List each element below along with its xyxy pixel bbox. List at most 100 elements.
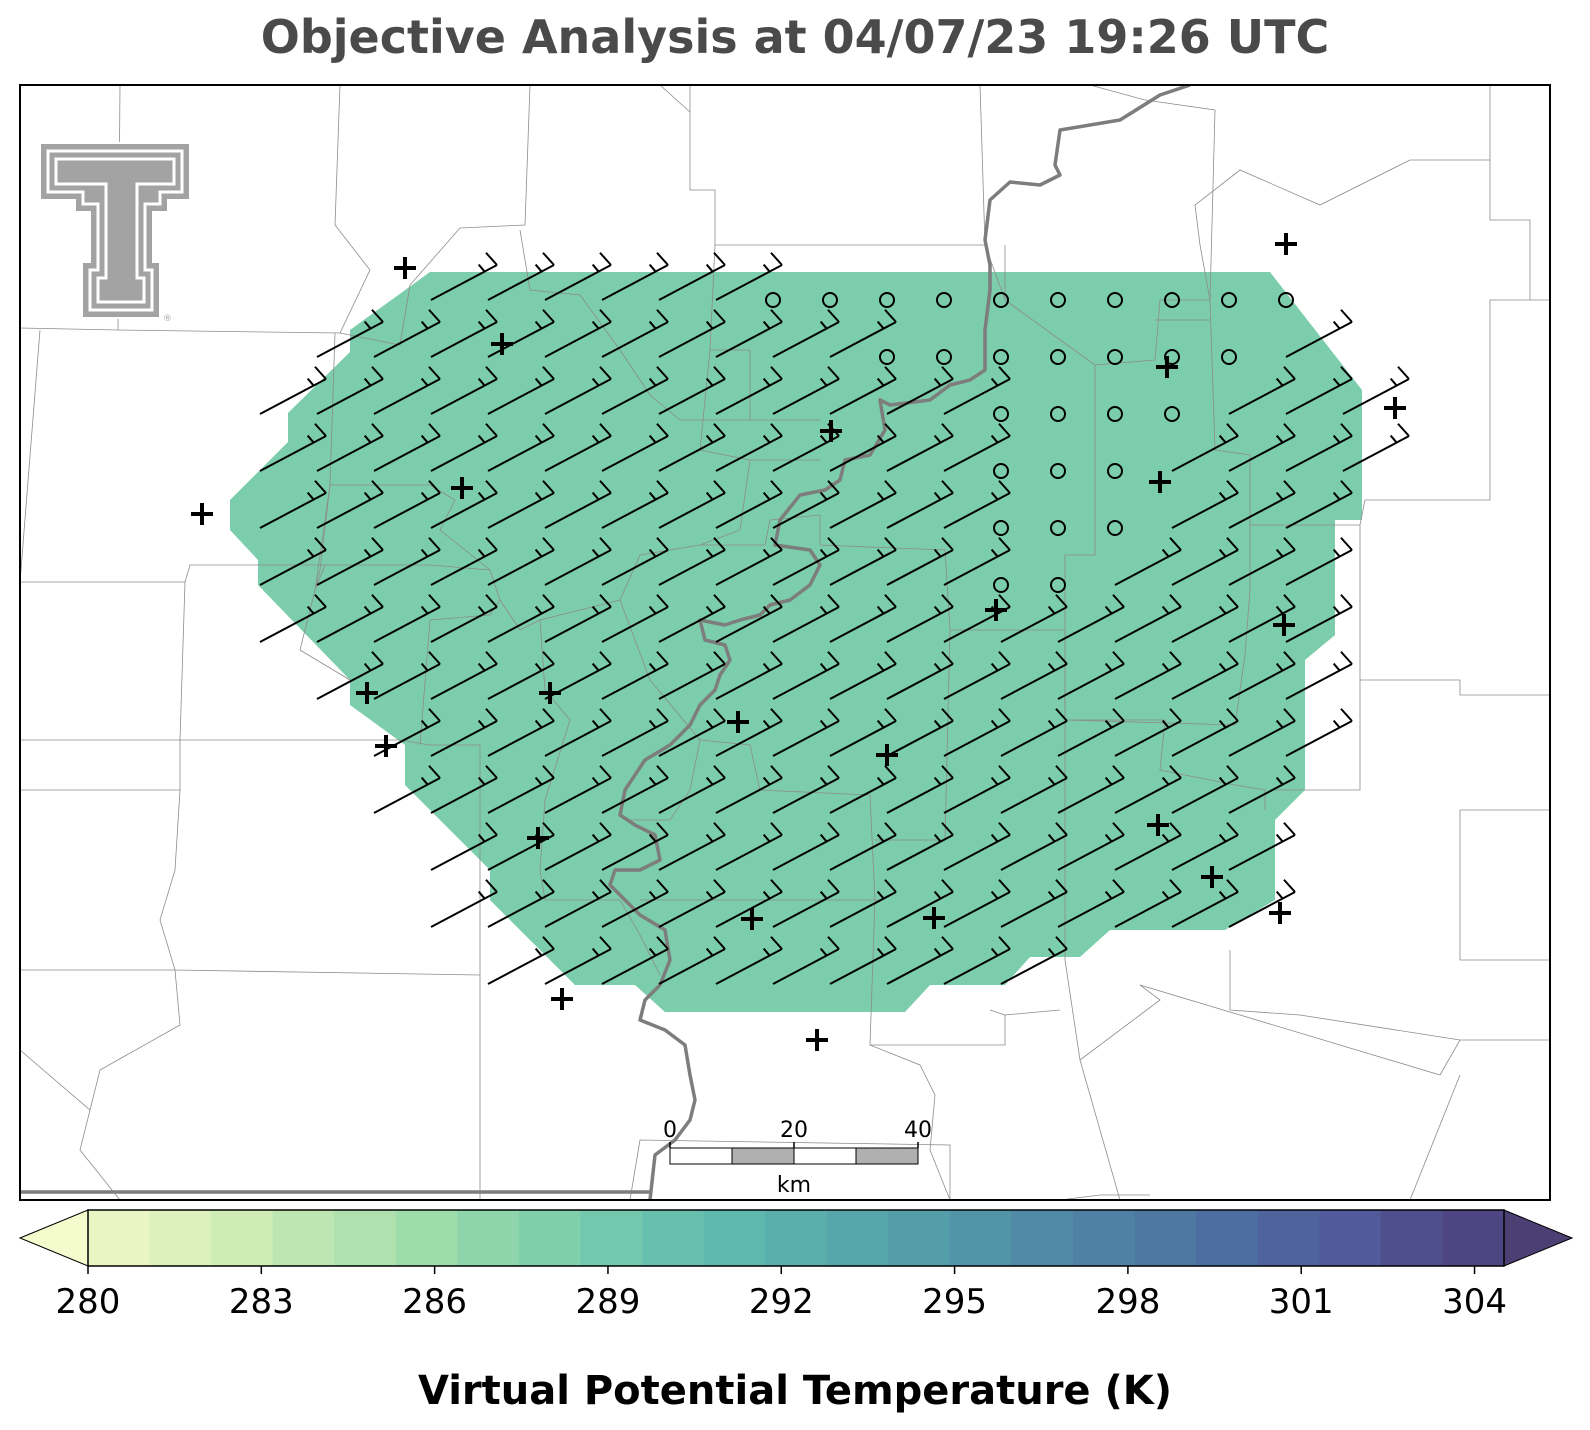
- wind-barb: [1114, 765, 1182, 814]
- calm-marker: [1050, 463, 1066, 479]
- wind-barb: [373, 366, 441, 415]
- calm-marker: [993, 577, 1009, 593]
- wind-barb: [943, 366, 1011, 415]
- wind-barb: [1228, 537, 1296, 586]
- wind-barb: [1285, 480, 1353, 529]
- wind-barb: [943, 651, 1011, 700]
- wind-barb: [658, 480, 726, 529]
- wind-barb: [943, 537, 1011, 586]
- wind-barb: [943, 765, 1011, 814]
- wind-barb: [430, 366, 498, 415]
- station-marker: [1384, 397, 1406, 419]
- wind-barb: [1114, 594, 1182, 643]
- wind-barb: [1057, 651, 1125, 700]
- calm-marker: [993, 349, 1009, 365]
- wind-barb: [715, 822, 783, 871]
- wind-barb: [1171, 480, 1239, 529]
- wind-barb: [259, 480, 327, 529]
- wind-barb: [1000, 879, 1068, 928]
- colorbar-tick-label: 292: [749, 1282, 814, 1322]
- wind-barb: [1000, 708, 1068, 757]
- wind-barb: [316, 423, 384, 472]
- wind-barb: [1114, 708, 1182, 757]
- scale-label-0: 0: [663, 1118, 677, 1143]
- calm-marker: [1050, 520, 1066, 536]
- wind-barb: [1285, 366, 1353, 415]
- wind-barb: [1228, 423, 1296, 472]
- wind-barb: [487, 936, 555, 985]
- colorbar-label: Virtual Potential Temperature (K): [417, 1368, 1173, 1414]
- calm-marker: [879, 292, 895, 308]
- colorbar-tick-label: 286: [402, 1282, 467, 1322]
- scale-label-40: 40: [904, 1118, 932, 1143]
- station-marker: [394, 257, 416, 279]
- svg-text:®: ®: [163, 314, 172, 324]
- wind-barb: [1000, 765, 1068, 814]
- wind-barb: [886, 765, 954, 814]
- wind-barb: [1057, 879, 1125, 928]
- wind-barb: [601, 309, 669, 358]
- calm-marker: [993, 292, 1009, 308]
- wind-barb: [886, 879, 954, 928]
- wind-barb: [373, 594, 441, 643]
- colorbar-cell: [395, 1210, 458, 1266]
- wind-barb: [715, 594, 783, 643]
- calm-marker: [1221, 349, 1237, 365]
- wind-barb: [1285, 423, 1353, 472]
- wind-barb: [715, 423, 783, 472]
- wind-barb: [430, 651, 498, 700]
- wind-barb: [943, 936, 1011, 985]
- wind-barb: [886, 594, 954, 643]
- map-panel: ® 0 20 40 km: [19, 84, 1551, 1201]
- wind-barb: [829, 537, 897, 586]
- wind-barb: [715, 480, 783, 529]
- wind-barb: [601, 423, 669, 472]
- wind-barb: [1171, 879, 1239, 928]
- colorbar-cell: [1196, 1210, 1259, 1266]
- calm-marker: [1107, 292, 1123, 308]
- colorbar-cell: [580, 1210, 643, 1266]
- wind-barb: [886, 822, 954, 871]
- wind-barb: [487, 708, 555, 757]
- wind-barb: [1228, 879, 1296, 928]
- wind-barb: [886, 366, 954, 415]
- colorbar-cell: [949, 1210, 1013, 1266]
- wind-barb: [601, 366, 669, 415]
- station-marker: [923, 907, 945, 929]
- wind-barb: [829, 822, 897, 871]
- wind-barb: [487, 366, 555, 415]
- calm-marker: [1107, 349, 1123, 365]
- wind-barb: [715, 309, 783, 358]
- analysis-field: [230, 272, 1362, 1012]
- texas-tech-logo: ®: [39, 142, 191, 324]
- wind-barb: [943, 423, 1011, 472]
- wind-barb: [373, 309, 441, 358]
- wind-barb: [316, 366, 384, 415]
- station-marker: [491, 333, 513, 355]
- station-marker: [1269, 902, 1291, 924]
- calm-marker: [1050, 406, 1066, 422]
- wind-barb: [430, 879, 498, 928]
- wind-barb: [772, 480, 840, 529]
- wind-barb: [259, 423, 327, 472]
- wind-barb: [1228, 651, 1296, 700]
- station-marker: [727, 711, 749, 733]
- calm-marker: [1164, 292, 1180, 308]
- station-marker: [1156, 356, 1178, 378]
- wind-barb: [1228, 594, 1296, 643]
- wind-barb: [544, 822, 612, 871]
- colorbar-low-extension: [18, 1209, 89, 1267]
- colorbar-cell: [1380, 1210, 1444, 1266]
- colorbar-high-extension: [1503, 1209, 1574, 1267]
- wind-barb: [943, 822, 1011, 871]
- colorbar-cell: [272, 1210, 335, 1266]
- wind-barb: [829, 651, 897, 700]
- wind-barb: [658, 252, 726, 301]
- wind-barb: [373, 480, 441, 529]
- station-marker: [1149, 471, 1171, 493]
- wind-barb: [943, 480, 1011, 529]
- wind-barb: [316, 480, 384, 529]
- calm-marker: [993, 520, 1009, 536]
- colorbar-cell: [1442, 1210, 1505, 1266]
- wind-barb: [1228, 765, 1296, 814]
